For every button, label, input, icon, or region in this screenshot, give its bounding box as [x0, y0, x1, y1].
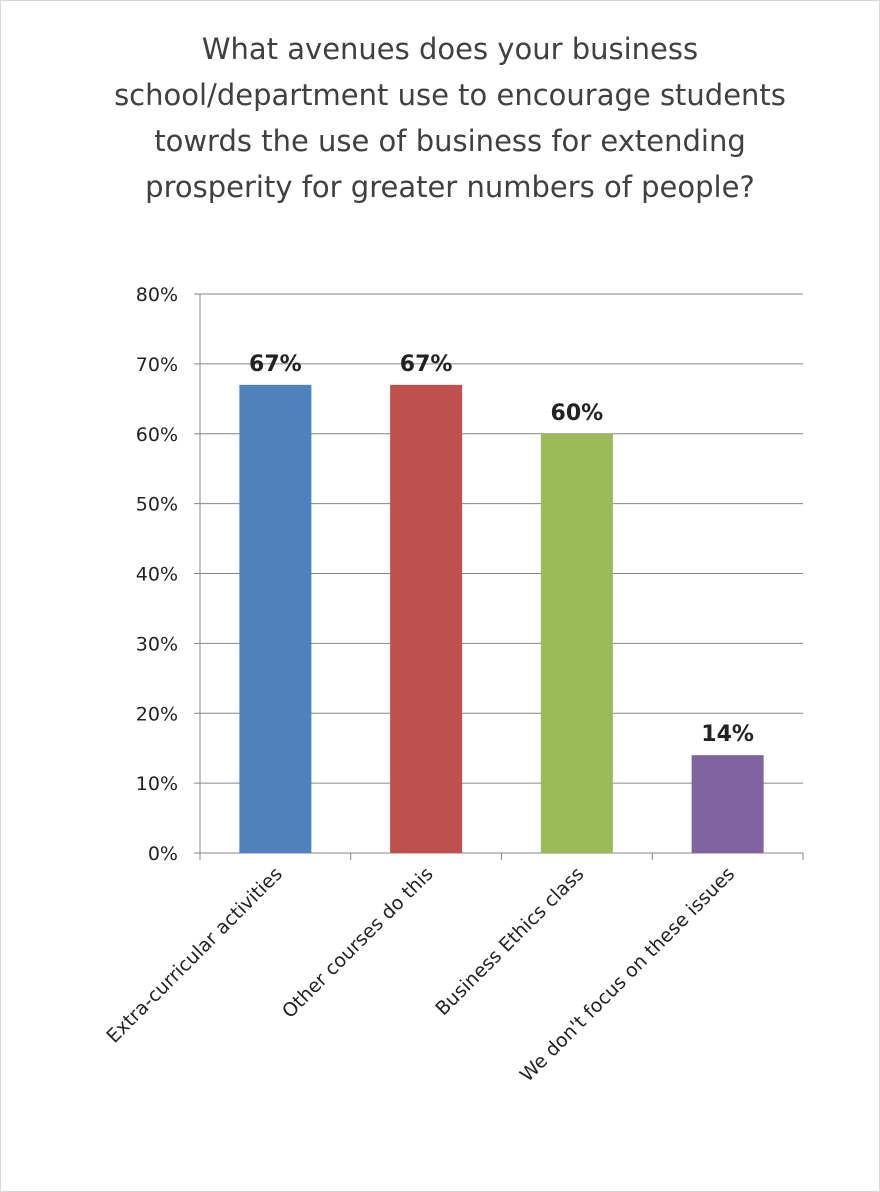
- data-label: 67%: [400, 352, 453, 377]
- bar: [691, 755, 764, 853]
- y-tick-label: 20%: [136, 703, 178, 725]
- chart-title: What avenues does your business school/d…: [114, 32, 786, 204]
- x-tick-label: Business Ethics class: [431, 863, 588, 1020]
- y-tick-label: 70%: [136, 354, 178, 376]
- y-tick-label: 10%: [136, 773, 178, 795]
- bar: [540, 433, 613, 853]
- y-tick-label: 60%: [136, 424, 178, 446]
- bar: [390, 384, 463, 853]
- data-label: 14%: [701, 722, 754, 747]
- y-tick-label: 50%: [136, 494, 178, 516]
- data-label: 60%: [551, 401, 604, 426]
- y-tick-label: 80%: [136, 284, 178, 306]
- x-tick-label: Other courses do this: [278, 863, 438, 1023]
- bar: [239, 384, 312, 853]
- y-tick-label: 0%: [148, 843, 178, 865]
- x-tick-label: Extra-curricular activities: [102, 863, 287, 1048]
- y-tick-label: 30%: [136, 633, 178, 655]
- data-label: 67%: [249, 352, 302, 377]
- y-tick-label: 40%: [136, 564, 178, 586]
